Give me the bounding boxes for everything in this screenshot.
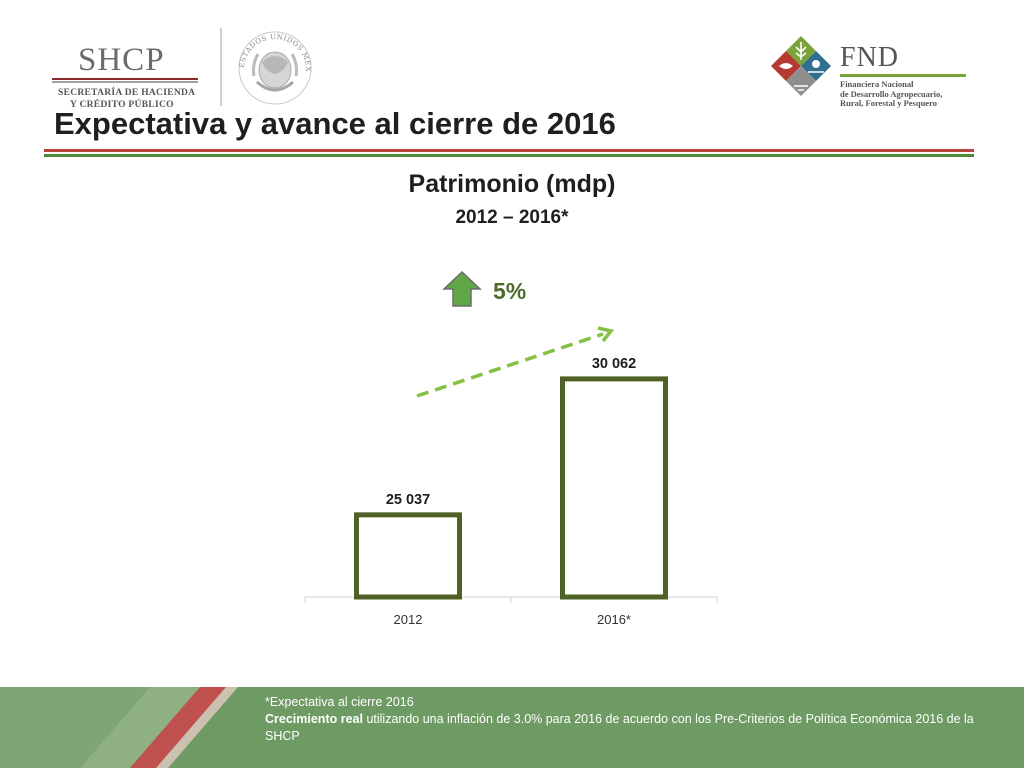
bar-2012 <box>354 512 462 600</box>
chart-subtitle: 2012 – 2016* <box>455 207 569 228</box>
shcp-logo: SHCP SECRETARÍA DE HACIENDA Y CRÉDITO PÚ… <box>52 40 198 110</box>
footer-notes: *Expectativa al cierre 2016 Crecimiento … <box>265 694 1005 745</box>
fnd-logo-icon <box>771 36 831 96</box>
data-label: 25 037 <box>386 492 430 508</box>
fnd-subtitle: Financiera Nacional de Desarrollo Agrope… <box>840 79 970 109</box>
header-divider <box>220 28 222 106</box>
footer-note-expectation: *Expectativa al cierre 2016 <box>265 695 414 709</box>
footer-note-growth-bold: Crecimiento real <box>265 712 363 726</box>
shcp-rule-red <box>52 78 198 80</box>
fnd-rule <box>840 74 966 77</box>
shcp-subtitle-line1: SECRETARÍA DE HACIENDA <box>58 88 196 98</box>
title-rule-green <box>44 154 974 157</box>
fnd-subtitle-line3: Rural, Forestal y Pesquero <box>840 98 937 108</box>
footer-note-growth-rest: utilizando una inflación de 3.0% para 20… <box>265 712 974 743</box>
fnd-logo-text: FND Financiera Nacional de Desarrollo Ag… <box>840 44 970 109</box>
fnd-subtitle-line2: de Desarrollo Agropecuario, <box>840 88 943 99</box>
title-rule-red <box>44 149 974 152</box>
trend-arrow-head <box>597 326 615 343</box>
slide-title: Expectativa y avance al cierre de 2016 <box>54 106 616 141</box>
up-arrow-icon <box>442 270 482 307</box>
shcp-rule-grey <box>52 81 198 83</box>
bar-2016 <box>560 376 668 600</box>
footer-stripes <box>0 687 238 768</box>
footer-note-growth: Crecimiento real utilizando una inflació… <box>265 711 1005 745</box>
shcp-subtitle: SECRETARÍA DE HACIENDA Y CRÉDITO PÚBLICO <box>58 87 195 111</box>
national-seal-icon: ESTADOS UNIDOS MEXICANOS <box>232 24 312 105</box>
growth-label: 5% <box>493 278 527 304</box>
shcp-subtitle-line2: Y CRÉDITO PÚBLICO <box>70 100 174 110</box>
shcp-wordmark: SHCP <box>78 42 165 78</box>
x-tick-label: 2012 <box>394 612 423 627</box>
chart-title: Patrimonio (mdp) <box>408 170 616 198</box>
x-tick-label: 2016* <box>597 612 631 627</box>
trend-line <box>416 332 604 398</box>
data-label: 30 062 <box>592 356 636 372</box>
fnd-wordmark: FND <box>840 42 900 73</box>
fnd-subtitle-line1: Financiera Nacional <box>840 79 914 89</box>
